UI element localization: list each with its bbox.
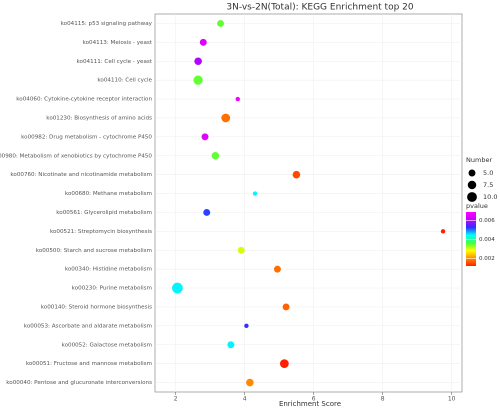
bubble — [227, 341, 235, 349]
y-tick-label: ko00051: Fructose and mannose metabolism — [26, 361, 152, 367]
bubble — [194, 57, 202, 66]
bubble — [292, 170, 301, 179]
y-tick-label: ko00521: Streptomycin biosynthesis — [50, 229, 152, 235]
bubble — [217, 19, 225, 27]
y-tick-label: ko04111: Cell cycle - yeast — [77, 59, 153, 65]
size-legend-title: Number — [466, 156, 492, 164]
y-tick-label: ko00980: Metabolism of xenobiotics by cy… — [0, 153, 152, 159]
bubble — [221, 113, 231, 123]
x-tick-label: 2 — [174, 396, 178, 403]
size-legend-label: 10.0 — [483, 193, 497, 201]
size-legend-label: 7.5 — [483, 181, 493, 189]
size-legend-label: 5.0 — [483, 169, 493, 177]
y-tick-label: ko00053: Ascorbate and aldarate metaboli… — [24, 323, 152, 329]
x-tick-label: 10 — [448, 396, 456, 403]
bubble — [235, 96, 240, 102]
x-tick-label: 6 — [312, 396, 316, 403]
chart-title: 3N-vs-2N(Total): KEGG Enrichment top 20 — [226, 3, 413, 13]
bubble — [172, 282, 183, 294]
color-bar-label: 0.004 — [479, 237, 495, 243]
y-tick-label: ko01230: Biosynthesis of amino acids — [46, 115, 152, 121]
size-legend-dot — [467, 180, 477, 190]
bubble — [252, 191, 258, 196]
y-tick-label: ko00982: Drug metabolism - cytochrome P4… — [21, 134, 152, 140]
y-tick-label: ko00500: Starch and sucrose metabolism — [36, 248, 152, 254]
size-legend-dot — [467, 192, 477, 202]
bubble — [440, 229, 446, 234]
y-tick-label: ko00680: Methane metabolism — [65, 191, 152, 197]
bubble — [211, 151, 220, 160]
y-tick-label: ko00340: Histidine metabolism — [65, 267, 152, 273]
bubble — [203, 208, 211, 216]
plot-panel — [154, 13, 463, 393]
y-tick-label: ko04113: Meiosis - yeast — [83, 40, 153, 46]
bubble — [282, 303, 290, 311]
size-legend-dot — [468, 169, 476, 177]
y-tick-label: ko00052: Galactose metabolism — [62, 342, 152, 348]
y-tick-label: ko04110: Cell cycle — [97, 78, 152, 84]
bubble — [201, 133, 209, 141]
color-bar — [466, 212, 476, 266]
y-tick-label: ko00760: Nicotinate and nicotinamide met… — [10, 172, 152, 178]
bubble — [193, 75, 203, 85]
y-tick-label: ko00561: Glycerolipid metabolism — [56, 210, 152, 216]
bubble — [279, 359, 289, 369]
y-tick-label: ko00230: Purine metabolism — [72, 286, 152, 292]
bubble — [237, 246, 245, 254]
y-tick-label: ko00040: Pentose and glucuronate interco… — [6, 380, 152, 386]
x-tick-label: 8 — [381, 396, 385, 403]
bubble — [246, 378, 254, 387]
color-bar-label: 0.002 — [479, 256, 495, 262]
y-tick-label: ko04060: Cytokine-cytokine receptor inte… — [16, 97, 152, 103]
bubble — [273, 265, 281, 273]
y-tick-label: ko00140: Steroid hormone biosynthesis — [41, 304, 152, 310]
bubble — [199, 38, 207, 46]
x-tick-label: 4 — [243, 396, 247, 403]
x-axis-label: Enrichment Score — [279, 400, 341, 408]
color-legend-title: pvalue — [466, 202, 488, 210]
bubble — [244, 323, 249, 329]
y-tick-label: ko04115: p53 signaling pathway — [61, 21, 153, 27]
color-bar-label: 0.006 — [479, 218, 495, 224]
